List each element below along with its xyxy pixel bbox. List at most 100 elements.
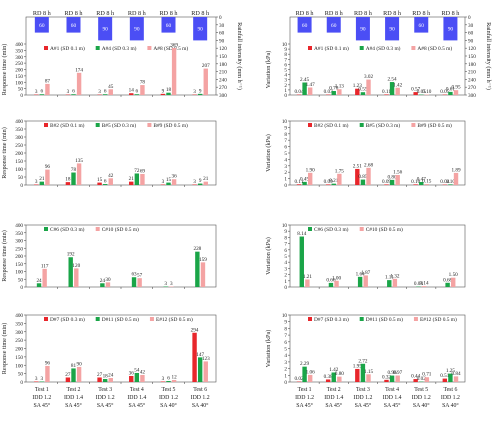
right-3-ytick-label: 5 — [284, 254, 287, 260]
right-3-data-label: 0.14 — [420, 281, 429, 287]
left-1-ylabel: Response time (min) — [1, 44, 8, 96]
left-2-bar-s3 — [172, 179, 176, 185]
left-4-xtick-label: Test 3 — [98, 387, 112, 393]
left-4-legend-swatch — [96, 317, 100, 321]
left-1-bar-s3 — [45, 84, 49, 95]
right-3-bar-s1 — [358, 277, 362, 287]
left-2-data-label: 3 — [193, 179, 196, 185]
left-4-data-label: 90 — [77, 361, 83, 367]
left-2-bar-s3 — [77, 163, 81, 185]
left-1-rain-value: 90 — [197, 27, 203, 33]
right-4-bar-s2 — [390, 376, 394, 382]
right-1-rain-tick-label: 210 — [468, 70, 476, 76]
left-3-data-label: 117 — [41, 263, 49, 269]
left-1-data-label: 6 — [136, 89, 139, 95]
left-4-bar-s3 — [45, 366, 49, 382]
right-2-ytick-label: 2 — [284, 170, 287, 176]
right-2-ytick-label: 7 — [284, 138, 287, 144]
right-3-bar-s2 — [393, 279, 397, 287]
left-4-ytick-label: 350 — [15, 321, 23, 327]
right-3-data-label: 8.14 — [297, 231, 306, 237]
right-2-data-label: 1.75 — [335, 168, 344, 174]
right-3-bar-s2 — [364, 275, 368, 287]
right-1-rain-value: 90 — [360, 27, 366, 33]
right-2-data-label: 2.68 — [364, 162, 373, 168]
left-3-bar-s2 — [74, 268, 78, 287]
left-3-legend-label: C#10 (SD 0.5 m) — [102, 226, 139, 233]
left-2-legend-swatch — [44, 123, 48, 127]
right-1-rain-value: 60 — [419, 23, 425, 29]
right-2-frame — [290, 121, 465, 185]
left-3-bar-s1 — [132, 277, 136, 287]
right-4-bar-s3 — [337, 377, 341, 382]
left-4-legend-swatch — [44, 317, 48, 321]
right-3-data-label: 1.00 — [332, 275, 341, 281]
left-4-bar-s1 — [66, 377, 70, 382]
left-4-bar-s3 — [204, 361, 208, 382]
left-3-data-label: 30 — [105, 277, 111, 283]
right-4-data-label: 1.15 — [364, 369, 373, 375]
left-4-bar-s1 — [129, 376, 133, 382]
right-1-rain-value: 60 — [331, 23, 337, 29]
left-1-data-label: 207 — [202, 63, 210, 69]
left-1-bar-s3 — [204, 69, 208, 95]
left-1-rain-tick-label: 120 — [219, 46, 227, 52]
left-1-data-label: 174 — [75, 67, 83, 73]
left-1-rain-tick-label: 90 — [219, 38, 225, 44]
left-1-data-label: 87 — [45, 78, 51, 84]
left-1-ytick-label: 300 — [15, 55, 23, 61]
left-2-data-label: 6 — [104, 179, 107, 185]
left-2-ytick-label: 350 — [15, 127, 23, 133]
left-1-bar-s3 — [109, 89, 113, 95]
left-1-rain-tick-label: 300 — [219, 93, 227, 99]
left-2-data-label: 21 — [203, 176, 209, 182]
right-1-rain-tick-label: 90 — [468, 38, 474, 44]
right-2-bar-s3 — [337, 174, 341, 185]
left-2-data-label: 21 — [39, 176, 45, 182]
left-4-xtick-label: IDD 1.2 — [96, 395, 115, 401]
right-3-data-label: 1.32 — [390, 273, 399, 279]
left-1-rain-tick-label: 180 — [219, 62, 227, 68]
left-2-data-label: 69 — [140, 168, 146, 174]
right-2-data-label: 1.89 — [451, 167, 460, 173]
right-4-legend-swatch — [360, 317, 364, 321]
right-4-bar-s1 — [443, 379, 447, 382]
right-4-xtick-label: SA 45° — [384, 402, 401, 409]
right-3-ylabel: Variation (kPa) — [265, 237, 272, 275]
left-3-ytick-label: 50 — [18, 277, 24, 283]
right-2-data-label: 2.51 — [353, 163, 362, 169]
right-2-legend-label: B#5 (SD 0.3 m) — [366, 122, 401, 129]
right-2-bar-s3 — [454, 173, 458, 185]
right-3-ytick-label: 3 — [284, 266, 287, 272]
left-3-bar-s2 — [106, 282, 110, 287]
left-2-ytick-label: 150 — [15, 159, 23, 165]
left-3-legend-label: C#6 (SD 0.3 m) — [50, 226, 85, 233]
left-4-bar-s2 — [135, 373, 139, 382]
right-3-data-label: 1.50 — [449, 272, 458, 278]
right-1-rain-tick-label: 150 — [468, 54, 476, 60]
left-1-rain-tick-label: 270 — [219, 85, 227, 91]
right-4-xtick-label: Test 2 — [327, 387, 341, 393]
left-1-legend-label: A#1 (SD 0.1 m) — [50, 45, 85, 52]
left-3-data-label: 24 — [36, 278, 42, 284]
left-1-data-label: 9 — [199, 88, 202, 94]
right-2-ytick-label: 4 — [284, 157, 287, 163]
left-3-ytick-label: 150 — [15, 262, 23, 268]
left-2-data-label: 135 — [75, 158, 83, 164]
left-1-data-label: 3 — [67, 89, 70, 95]
left-3-ytick-label: 100 — [15, 270, 23, 276]
left-4-bar-s1 — [97, 377, 101, 382]
left-4-xtick-label: IDD 1.2 — [191, 395, 210, 401]
left-1-data-label: 6 — [104, 89, 107, 95]
left-4-ytick-label: 400 — [15, 313, 23, 319]
left-2-bar-s3 — [45, 170, 49, 185]
left-1-ytick-label: 0 — [20, 93, 23, 99]
left-4-legend-label: E#12 (SD 0.5 m) — [156, 316, 193, 323]
left-4-ytick-label: 200 — [15, 347, 23, 353]
left-1-rain-tick-label: 210 — [219, 70, 227, 76]
right-1-legend-swatch — [360, 46, 364, 50]
right-1-data-label: 1.47 — [306, 82, 315, 88]
left-1-bar-s3 — [77, 73, 81, 95]
right-3-ytick-label: 0 — [284, 285, 287, 291]
left-1-ytick-label: 150 — [15, 74, 23, 80]
